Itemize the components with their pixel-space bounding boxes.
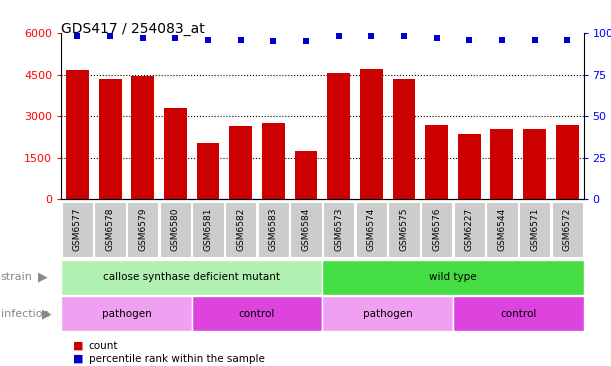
Bar <box>486 202 518 257</box>
Point <box>301 38 311 44</box>
Point <box>367 33 376 39</box>
Bar <box>491 129 513 199</box>
Bar <box>356 202 387 257</box>
Bar <box>98 79 122 199</box>
Bar <box>62 202 93 257</box>
Bar <box>425 124 448 199</box>
Bar <box>295 151 317 199</box>
Point <box>530 37 540 42</box>
Point <box>73 33 82 39</box>
Bar <box>258 202 289 257</box>
Bar <box>323 202 354 257</box>
Text: ▶: ▶ <box>42 307 51 320</box>
Point <box>334 33 343 39</box>
Bar <box>360 69 382 199</box>
Point <box>236 37 246 42</box>
Bar <box>61 296 192 331</box>
Text: pathogen: pathogen <box>101 309 152 319</box>
Text: GSM6578: GSM6578 <box>106 208 115 251</box>
Bar <box>323 260 584 295</box>
Bar <box>421 202 452 257</box>
Text: count: count <box>89 341 118 351</box>
Bar <box>453 202 485 257</box>
Bar <box>552 202 583 257</box>
Text: ▶: ▶ <box>38 271 48 284</box>
Bar <box>523 129 546 199</box>
Text: strain: strain <box>1 272 32 282</box>
Point <box>268 38 278 44</box>
Text: pathogen: pathogen <box>363 309 412 319</box>
Text: GSM6574: GSM6574 <box>367 208 376 251</box>
Text: GSM6580: GSM6580 <box>171 208 180 251</box>
Bar <box>66 70 89 199</box>
Point <box>464 37 474 42</box>
Bar <box>290 202 321 257</box>
Point <box>138 35 148 41</box>
Point <box>170 35 180 41</box>
Point <box>203 37 213 42</box>
Bar <box>159 202 191 257</box>
Bar <box>197 143 219 199</box>
Bar <box>388 202 420 257</box>
Bar <box>392 79 415 199</box>
Point <box>497 37 507 42</box>
Text: GSM6544: GSM6544 <box>497 208 507 251</box>
Text: GSM6579: GSM6579 <box>138 208 147 251</box>
Text: GSM6577: GSM6577 <box>73 208 82 251</box>
Point <box>105 33 115 39</box>
Bar <box>164 108 187 199</box>
Bar <box>61 260 323 295</box>
Point <box>432 35 442 41</box>
Bar <box>192 202 224 257</box>
Point <box>562 37 572 42</box>
Text: GSM6583: GSM6583 <box>269 208 278 251</box>
Bar <box>131 76 154 199</box>
Text: ■: ■ <box>73 341 84 351</box>
Text: GSM6584: GSM6584 <box>301 208 310 251</box>
Bar <box>327 73 350 199</box>
Text: GSM6581: GSM6581 <box>203 208 213 251</box>
Text: control: control <box>239 309 275 319</box>
Bar <box>192 296 323 331</box>
Text: GSM6575: GSM6575 <box>400 208 408 251</box>
Bar <box>323 296 453 331</box>
Text: wild type: wild type <box>429 272 477 282</box>
Bar <box>556 124 579 199</box>
Text: GSM6227: GSM6227 <box>465 208 474 251</box>
Bar <box>453 296 584 331</box>
Text: control: control <box>500 309 536 319</box>
Text: percentile rank within the sample: percentile rank within the sample <box>89 354 265 364</box>
Bar <box>95 202 126 257</box>
Point <box>399 33 409 39</box>
Bar <box>127 202 158 257</box>
Text: GSM6573: GSM6573 <box>334 208 343 251</box>
Bar <box>519 202 550 257</box>
Text: GSM6572: GSM6572 <box>563 208 572 251</box>
Text: GSM6582: GSM6582 <box>236 208 245 251</box>
Bar <box>229 126 252 199</box>
Bar <box>225 202 257 257</box>
Bar <box>458 134 481 199</box>
Text: ■: ■ <box>73 354 84 364</box>
Text: GSM6576: GSM6576 <box>432 208 441 251</box>
Text: infection: infection <box>1 309 49 319</box>
Text: GSM6571: GSM6571 <box>530 208 539 251</box>
Text: GDS417 / 254083_at: GDS417 / 254083_at <box>61 22 205 36</box>
Text: callose synthase deficient mutant: callose synthase deficient mutant <box>103 272 280 282</box>
Bar <box>262 123 285 199</box>
